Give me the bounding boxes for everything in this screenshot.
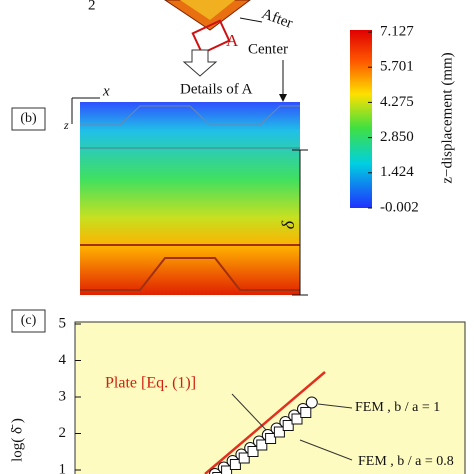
panel-label-box: [11, 107, 46, 131]
y-tick-label: 5: [59, 315, 67, 331]
colorbar-tick-label: 5.701: [380, 59, 414, 75]
square-marker: [256, 439, 268, 451]
square-marker: [247, 446, 259, 457]
panel-label: (c): [21, 313, 37, 328]
region-label: A: [226, 31, 239, 50]
panel-label-box: [11, 309, 46, 333]
colorbar-tick-label: 2.850: [380, 129, 414, 145]
delta-label: δ: [278, 220, 298, 229]
after-arrow: [239, 17, 263, 23]
index-label: 2: [88, 0, 96, 13]
colorbar-tick-label: 4.275: [380, 94, 414, 110]
colorbar-tick-label: 7.127: [380, 23, 414, 39]
plot-area: [74, 321, 466, 474]
square-marker: [221, 465, 233, 474]
region-box: [191, 19, 231, 55]
contour-image: [80, 102, 300, 295]
core-outline: [80, 257, 300, 291]
colorbar: [350, 30, 372, 208]
fem-08-label: FEM , b / a = 0.8: [358, 454, 454, 469]
square-marker: [229, 459, 241, 470]
center-arrowhead: [279, 94, 287, 102]
y-tick-label: 2: [59, 425, 67, 441]
square-marker: [273, 426, 285, 438]
plate-label: Plate [Eq. (1)]: [105, 375, 196, 392]
y-tick-label: 4: [59, 352, 67, 368]
down-arrow: [182, 49, 218, 77]
core-outline: [80, 105, 300, 126]
y-tick-label: 1: [59, 461, 67, 474]
after-label: After: [259, 6, 294, 32]
square-marker: [238, 452, 250, 464]
colorbar-tick-label: 1.424: [380, 164, 414, 180]
y-axis-label: log( δ̄ ): [9, 418, 25, 462]
center-label: Center: [248, 41, 288, 57]
plate-line: [204, 371, 326, 474]
details-label: Details of A: [180, 81, 253, 97]
circle-marker: [305, 396, 318, 409]
plate-leader: [231, 393, 269, 433]
fem-leader: [317, 403, 353, 409]
square-marker: [291, 413, 303, 425]
square-marker: [265, 433, 277, 444]
square-marker: [300, 407, 312, 418]
square-marker: [212, 472, 224, 474]
fem-1-label: FEM , b / a = 1: [355, 400, 440, 415]
panel-label: (b): [20, 111, 37, 126]
z-axis-label: z: [63, 118, 69, 132]
plate-shape-inner: [180, 0, 235, 20]
colorbar-title: z−displacement (mm): [439, 52, 455, 183]
x-axis-label: x: [102, 83, 110, 99]
square-marker: [282, 420, 294, 431]
y-tick-label: 3: [59, 388, 67, 404]
colorbar-tick-label: -0.002: [380, 199, 419, 215]
fem-leader: [299, 439, 353, 461]
